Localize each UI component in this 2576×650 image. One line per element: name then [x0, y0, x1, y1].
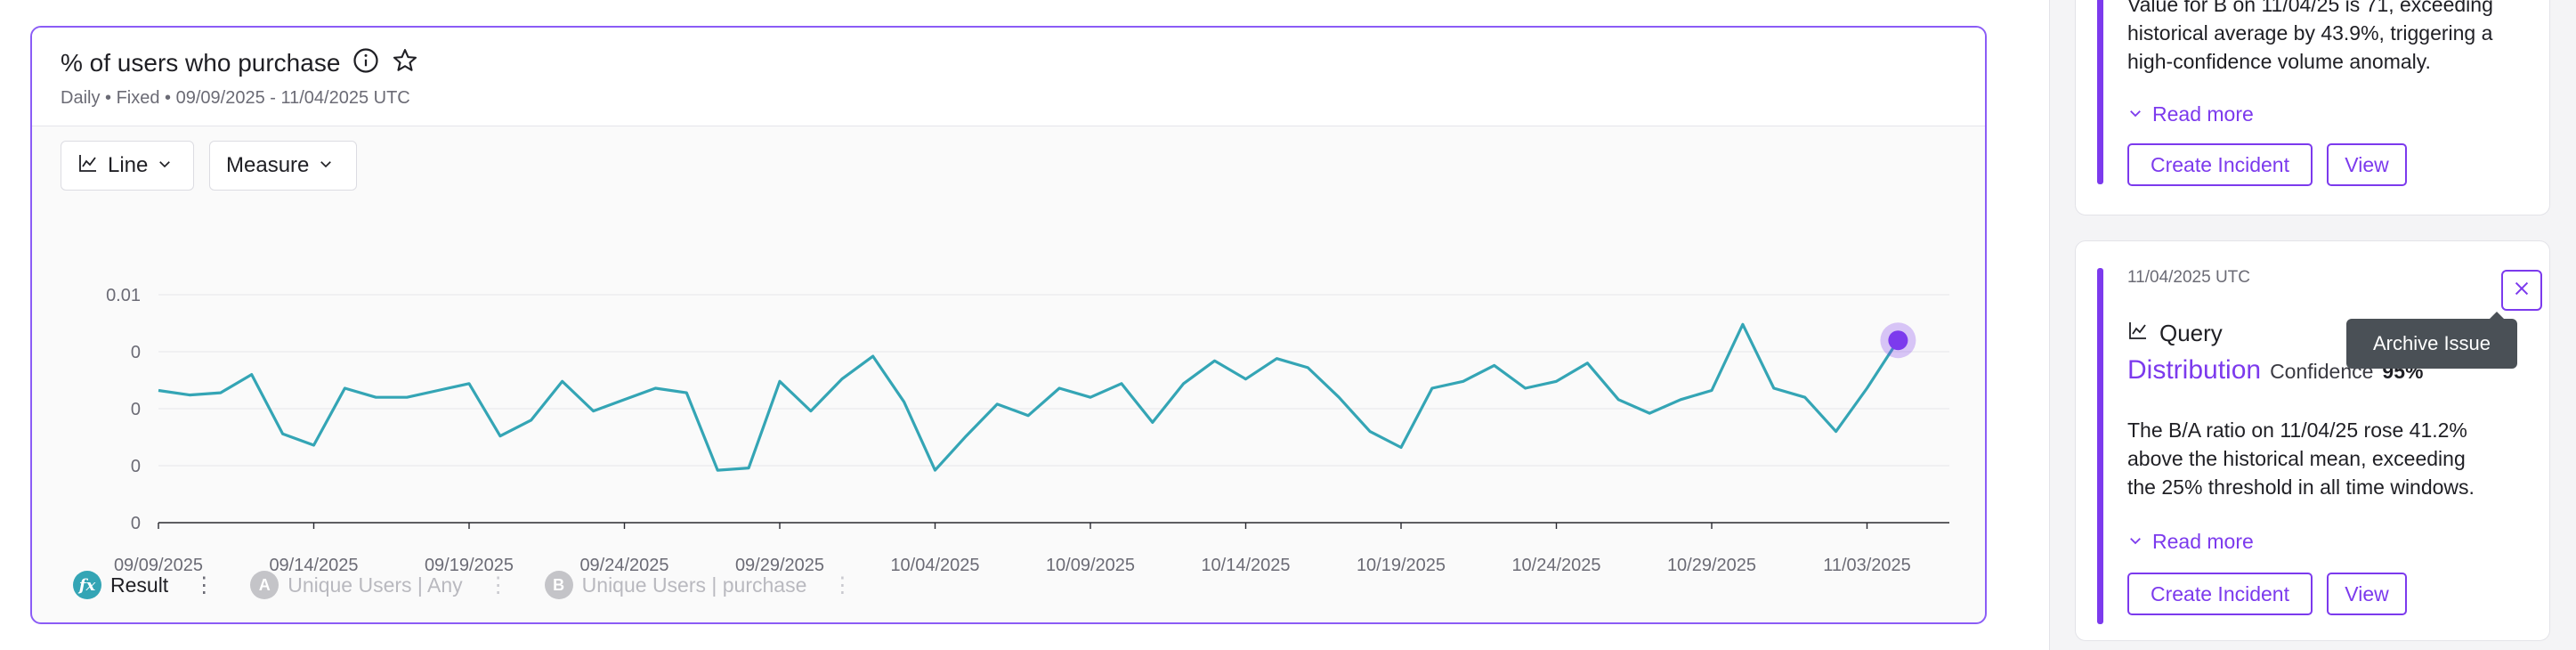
legend-badge-a: A	[250, 571, 279, 599]
highlight-point	[1888, 330, 1908, 351]
issue-category[interactable]: Distribution	[2127, 355, 2262, 385]
title-row: % of users who purchase	[61, 47, 418, 78]
x-tick-label: 09/24/2025	[579, 556, 668, 575]
more-options-icon[interactable]: ⋮	[487, 573, 509, 597]
x-tick-label: 10/19/2025	[1357, 556, 1446, 575]
archive-issue-tooltip: Archive Issue	[2346, 319, 2517, 369]
line-chart: 0.01 0 0 0 0 09/09/2025 09/14/2025 09/19/2025 09…	[106, 286, 1949, 575]
chart-card: % of users who purchase Daily • Fixed • …	[30, 26, 1987, 624]
query-label: Query	[2159, 320, 2223, 346]
chart-type-label: Line	[108, 153, 149, 177]
issue-source: Query	[2127, 320, 2223, 347]
more-options-icon[interactable]: ⋮	[831, 573, 854, 597]
view-button[interactable]: View	[2327, 143, 2407, 186]
y-tick-label: 0	[131, 400, 141, 419]
issue-text-line: historical average by 43.9%, triggering …	[2127, 21, 2493, 45]
issue-text-line: The B/A ratio on 11/04/25 rose 41.2%	[2127, 418, 2467, 442]
issue-description: The B/A ratio on 11/04/25 rose 41.2% abo…	[2127, 416, 2475, 501]
line-chart-icon	[77, 152, 99, 180]
read-more-label: Read more	[2152, 102, 2254, 126]
close-icon	[2512, 279, 2531, 303]
create-incident-button[interactable]: Create Incident	[2127, 573, 2313, 615]
chart-header: % of users who purchase Daily • Fixed • …	[32, 28, 1985, 126]
legend-item-b[interactable]: B Unique Users | purchase	[544, 571, 807, 599]
issue-text-line: above the historical mean, exceeding	[2127, 447, 2466, 470]
read-more-label: Read more	[2152, 530, 2254, 553]
y-tick-label: 0	[131, 343, 141, 362]
issue-card: Value for B on 11/04/25 is 71, exceeding…	[2075, 0, 2550, 215]
chart-legend: fx Result ⋮ A Unique Users | Any ⋮ B Uni…	[73, 571, 888, 599]
measure-dropdown[interactable]: Measure	[209, 141, 357, 191]
x-tick-label: 09/14/2025	[269, 556, 358, 575]
x-tick-label: 10/29/2025	[1667, 556, 1756, 575]
issue-date: 11/04/2025 UTC	[2127, 268, 2251, 287]
legend-item-a[interactable]: A Unique Users | Any	[250, 571, 463, 599]
chart-title: % of users who purchase	[61, 48, 341, 77]
issue-card: 11/04/2025 UTC Query Distribution Confid…	[2075, 240, 2550, 641]
archive-issue-button[interactable]	[2501, 270, 2542, 311]
issue-accent-bar	[2097, 268, 2103, 624]
chevron-down-icon	[157, 153, 173, 178]
issue-accent-bar	[2097, 0, 2103, 184]
legend-label: Unique Users | Any	[288, 573, 463, 597]
x-tick-label: 10/09/2025	[1046, 556, 1135, 575]
chevron-down-icon	[2127, 102, 2143, 126]
x-tick-label: 09/19/2025	[425, 556, 514, 575]
function-icon: fx	[73, 571, 101, 599]
issue-actions: Create Incident View	[2127, 573, 2407, 615]
issue-text-line: the 25% threshold in all time windows.	[2127, 475, 2475, 499]
legend-label: Result	[110, 573, 169, 597]
y-tick-label: 0	[131, 457, 141, 476]
issues-panel: Value for B on 11/04/25 is 71, exceeding…	[2049, 0, 2576, 650]
issue-actions: Create Incident View	[2127, 143, 2407, 186]
issue-text-line: high-confidence volume anomaly.	[2127, 50, 2431, 73]
chart-type-dropdown[interactable]: Line	[61, 141, 194, 191]
y-tick-label: 0	[131, 514, 141, 533]
legend-label: Unique Users | purchase	[581, 573, 807, 597]
read-more-link[interactable]: Read more	[2127, 530, 2254, 554]
x-tick-label: 09/09/2025	[114, 556, 203, 575]
measure-label: Measure	[226, 153, 310, 177]
issue-text-line: Value for B on 11/04/25 is 71, exceeding	[2127, 0, 2493, 16]
legend-badge-b: B	[544, 571, 573, 599]
x-tick-label: 11/03/2025	[1823, 556, 1911, 575]
legend-item-result[interactable]: fx Result	[73, 571, 168, 599]
read-more-link[interactable]: Read more	[2127, 102, 2254, 126]
issue-category-row: Distribution Confidence 95%	[2127, 355, 2423, 386]
chevron-down-icon	[2127, 530, 2143, 554]
chart-subtitle: Daily • Fixed • 09/09/2025 - 11/04/2025 …	[61, 88, 410, 108]
tooltip-arrow	[2489, 312, 2505, 320]
view-button[interactable]: View	[2327, 573, 2407, 615]
create-incident-button[interactable]: Create Incident	[2127, 143, 2313, 186]
line-chart-icon	[2127, 320, 2149, 347]
star-icon[interactable]	[392, 47, 418, 78]
x-tick-label: 10/04/2025	[890, 556, 979, 575]
chevron-down-icon	[318, 153, 334, 178]
x-tick-label: 10/14/2025	[1201, 556, 1290, 575]
more-options-icon[interactable]: ⋮	[193, 573, 215, 597]
x-tick-label: 09/29/2025	[735, 556, 824, 575]
y-tick-label: 0.01	[106, 286, 141, 305]
issue-description: Value for B on 11/04/25 is 71, exceeding…	[2127, 0, 2493, 76]
x-tick-label: 10/24/2025	[1511, 556, 1600, 575]
info-icon[interactable]	[352, 47, 379, 78]
series-line-result	[158, 322, 1900, 472]
